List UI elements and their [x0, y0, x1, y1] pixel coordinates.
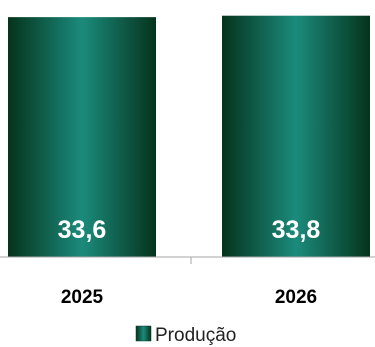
plot-area: 33,6 33,8 — [8, 15, 370, 258]
x-tick-label-2025: 2025 — [61, 287, 104, 308]
legend-swatch — [135, 325, 152, 342]
data-label-2026: 33,8 — [272, 216, 321, 244]
x-tick-labels: 2025 2026 — [61, 287, 317, 308]
bar-2025 — [8, 17, 156, 258]
legend: Produção — [135, 325, 236, 346]
bar-2026 — [222, 15, 370, 258]
legend-label: Produção — [155, 325, 236, 346]
data-label-2025: 33,6 — [58, 216, 107, 244]
x-tick-label-2026: 2026 — [275, 287, 317, 308]
